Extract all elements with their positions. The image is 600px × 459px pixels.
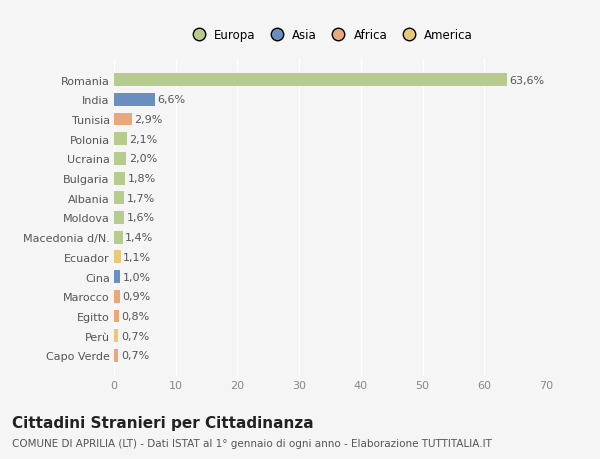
Text: Cittadini Stranieri per Cittadinanza: Cittadini Stranieri per Cittadinanza	[12, 415, 314, 431]
Text: 2,1%: 2,1%	[130, 134, 158, 145]
Bar	[114, 94, 155, 106]
Text: 0,9%: 0,9%	[122, 291, 150, 302]
Text: 1,1%: 1,1%	[123, 252, 151, 263]
Text: 1,7%: 1,7%	[127, 193, 155, 203]
Bar	[114, 212, 124, 224]
Bar	[114, 153, 127, 165]
Bar	[114, 330, 118, 342]
Bar	[114, 74, 506, 87]
Text: COMUNE DI APRILIA (LT) - Dati ISTAT al 1° gennaio di ogni anno - Elaborazione TU: COMUNE DI APRILIA (LT) - Dati ISTAT al 1…	[12, 438, 492, 448]
Text: 1,4%: 1,4%	[125, 233, 154, 243]
Bar	[114, 133, 127, 146]
Bar	[114, 349, 118, 362]
Bar	[114, 231, 122, 244]
Text: 1,8%: 1,8%	[128, 174, 156, 184]
Text: 1,0%: 1,0%	[122, 272, 151, 282]
Text: 2,9%: 2,9%	[134, 115, 163, 125]
Text: 6,6%: 6,6%	[157, 95, 185, 105]
Bar	[114, 172, 125, 185]
Bar	[114, 113, 132, 126]
Bar	[114, 192, 124, 205]
Text: 1,6%: 1,6%	[127, 213, 154, 223]
Text: 0,8%: 0,8%	[121, 311, 149, 321]
Bar	[114, 271, 120, 283]
Bar	[114, 251, 121, 264]
Bar	[114, 310, 119, 323]
Legend: Europa, Asia, Africa, America: Europa, Asia, Africa, America	[182, 24, 478, 47]
Text: 63,6%: 63,6%	[509, 75, 544, 85]
Text: 0,7%: 0,7%	[121, 351, 149, 361]
Text: 0,7%: 0,7%	[121, 331, 149, 341]
Bar	[114, 290, 119, 303]
Text: 2,0%: 2,0%	[129, 154, 157, 164]
